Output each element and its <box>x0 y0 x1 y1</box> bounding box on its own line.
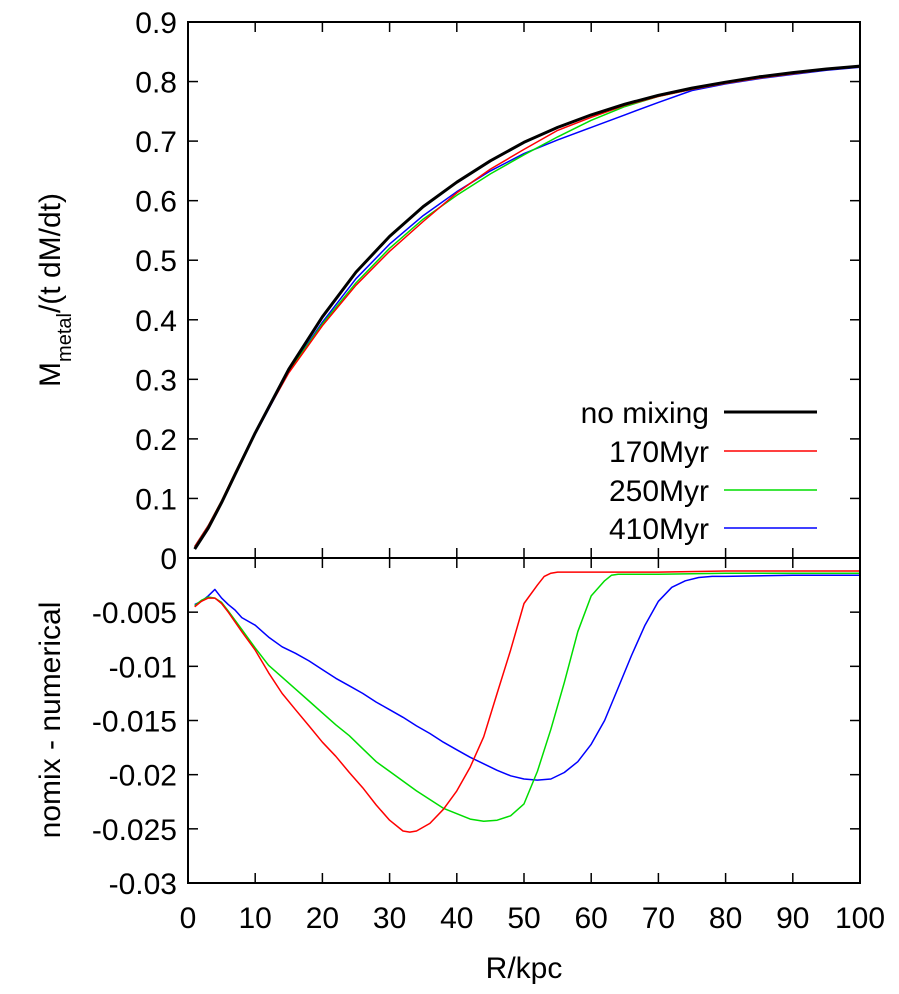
x-tick-labels: 0 10 20 30 40 50 60 70 80 90 100 <box>180 902 885 935</box>
legend-label: no mixing <box>581 397 709 430</box>
bottom-series-group <box>194 570 860 833</box>
bottom-y-tick-label: -0.01 <box>109 651 177 684</box>
bottom-series-line-250myr <box>194 572 860 823</box>
top-y-axis-title-rest: /(t dM/dt) <box>34 193 67 313</box>
x-tick-label: 20 <box>306 902 339 935</box>
bottom-ticks-group <box>188 558 860 883</box>
x-tick-label: 70 <box>642 902 675 935</box>
top-y-tick-label: 0 <box>160 543 177 576</box>
bottom-y-axis-title: nomix - numerical <box>34 602 67 839</box>
x-tick-label: 40 <box>440 902 473 935</box>
legend-label: 250Myr <box>609 475 709 508</box>
bottom-series-line-410myr <box>194 574 860 781</box>
bottom-y-tick-label: -0.005 <box>92 597 177 630</box>
top-y-tick-labels: 0 0.1 0.2 0.3 0.4 0.5 0.6 0.7 0.8 0.9 <box>135 7 177 576</box>
bottom-y-tick-label: -0.03 <box>109 868 177 901</box>
bottom-y-tick-labels: -0.005 -0.01 -0.015 -0.02 -0.025 -0.03 <box>92 597 177 901</box>
top-series-line-170myr <box>194 65 861 548</box>
top-series-line-250myr <box>194 65 861 548</box>
x-tick-label: 80 <box>709 902 742 935</box>
bottom-y-tick-label: -0.015 <box>92 706 177 739</box>
top-y-tick-label: 0.3 <box>135 364 177 397</box>
legend-label: 410Myr <box>609 513 709 546</box>
top-series-line-no-mixing <box>193 64 861 550</box>
x-tick-label: 90 <box>776 902 809 935</box>
x-tick-label: 0 <box>180 902 197 935</box>
x-tick-label: 10 <box>239 902 272 935</box>
top-y-tick-label: 0.9 <box>135 7 177 40</box>
top-plot-frame <box>187 21 861 559</box>
top-y-axis-title-sub: metal <box>54 313 76 362</box>
bottom-panel: -0.005 -0.01 -0.015 -0.02 -0.025 -0.03 0 10 20 3… <box>34 557 885 985</box>
top-series-group <box>193 64 861 550</box>
top-y-tick-label: 0.4 <box>135 305 177 338</box>
bottom-y-tick-label: -0.02 <box>109 760 177 793</box>
top-y-tick-label: 0.7 <box>135 126 177 159</box>
top-y-axis-title-main: M <box>34 362 67 387</box>
x-tick-label: 50 <box>507 902 540 935</box>
top-ticks-group <box>188 22 860 558</box>
top-y-tick-label: 0.8 <box>135 67 177 100</box>
bottom-plot-frame <box>187 557 861 884</box>
top-y-tick-label: 0.5 <box>135 245 177 278</box>
x-axis-title: R/kpc <box>486 952 563 985</box>
bottom-series-line-170myr <box>194 570 860 833</box>
top-y-tick-label: 0.1 <box>135 483 177 516</box>
top-panel: 0 0.1 0.2 0.3 0.4 0.5 0.6 0.7 0.8 0.9 Mmetal/(t d… <box>34 7 861 576</box>
top-y-tick-label: 0.6 <box>135 186 177 219</box>
legend: no mixing 170Myr 250Myr 410Myr <box>581 397 817 546</box>
top-y-tick-label: 0.2 <box>135 424 177 457</box>
x-tick-label: 100 <box>835 902 885 935</box>
x-tick-label: 60 <box>575 902 608 935</box>
x-tick-label: 30 <box>373 902 406 935</box>
bottom-y-tick-label: -0.025 <box>92 814 177 847</box>
top-y-axis-title: Mmetal/(t dM/dt) <box>34 193 76 387</box>
legend-label: 170Myr <box>609 436 709 469</box>
